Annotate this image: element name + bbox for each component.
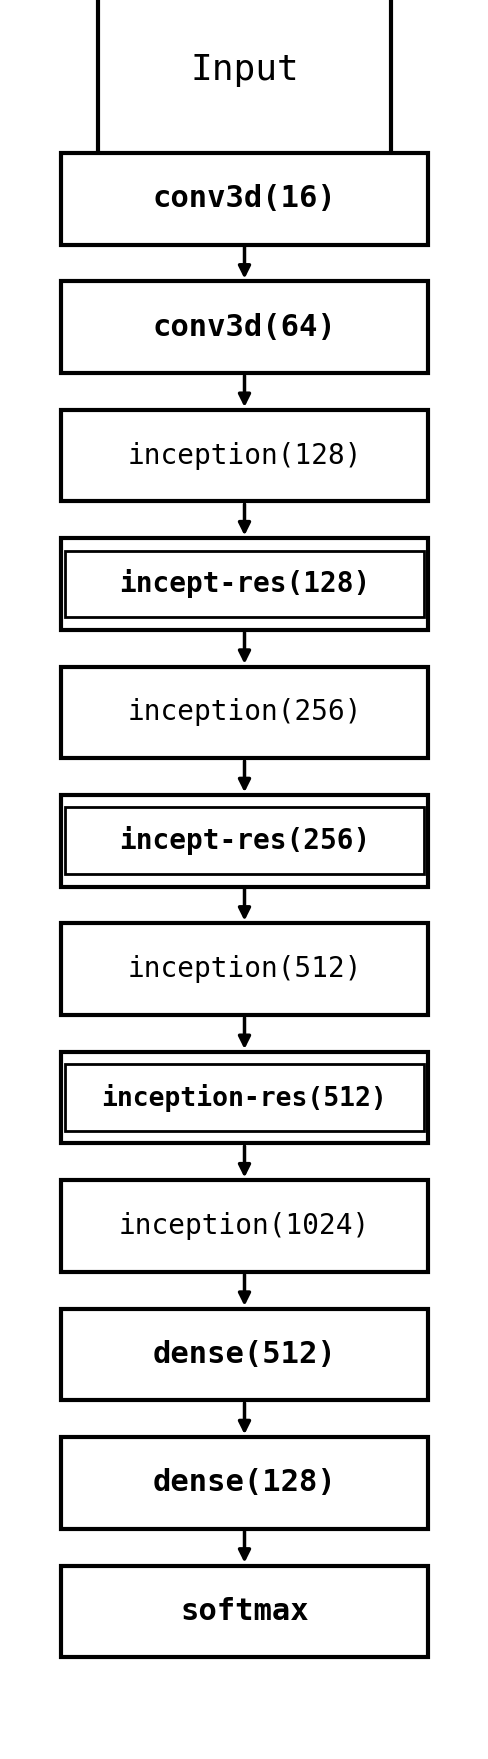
- Text: incept-res(256): incept-res(256): [119, 827, 369, 855]
- Bar: [61, 923, 427, 1015]
- Bar: [61, 281, 427, 373]
- Text: inception(1024): inception(1024): [119, 1212, 369, 1240]
- Text: incept-res(128): incept-res(128): [119, 570, 369, 598]
- Text: inception(512): inception(512): [127, 955, 361, 983]
- Bar: [64, 1064, 424, 1131]
- Text: dense(512): dense(512): [152, 1340, 336, 1369]
- Bar: [98, 0, 390, 155]
- Bar: [61, 667, 427, 758]
- Bar: [61, 1180, 427, 1272]
- Bar: [61, 410, 427, 501]
- Bar: [64, 551, 424, 617]
- Text: dense(128): dense(128): [152, 1469, 336, 1497]
- Bar: [61, 538, 427, 630]
- Bar: [61, 153, 427, 245]
- Bar: [61, 1052, 427, 1143]
- Text: conv3d(16): conv3d(16): [152, 185, 336, 213]
- Text: inception(128): inception(128): [127, 442, 361, 470]
- Bar: [64, 807, 424, 874]
- Bar: [61, 1309, 427, 1400]
- Bar: [61, 1566, 427, 1657]
- Text: inception-res(512): inception-res(512): [102, 1084, 386, 1112]
- Bar: [61, 1437, 427, 1529]
- Bar: [61, 795, 427, 887]
- Text: conv3d(64): conv3d(64): [152, 313, 336, 341]
- Text: softmax: softmax: [180, 1597, 308, 1625]
- Text: Input: Input: [190, 53, 298, 88]
- Text: inception(256): inception(256): [127, 698, 361, 726]
